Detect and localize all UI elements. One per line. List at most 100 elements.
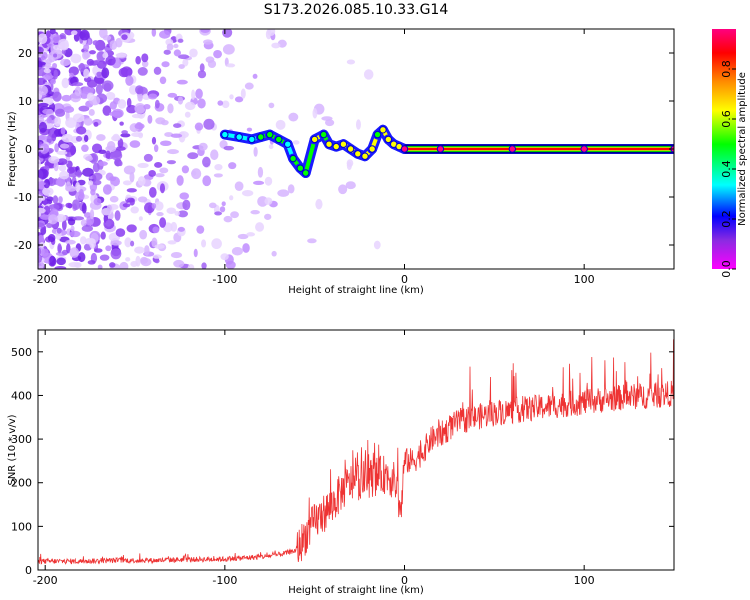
spectral-noise-point <box>77 252 86 263</box>
spectral-noise-point <box>81 203 87 214</box>
spectral-noise-point <box>45 58 53 64</box>
spectral-noise-point <box>72 82 84 87</box>
spectral-noise-point <box>121 130 128 135</box>
spectral-noise-point <box>68 261 80 268</box>
colorbar-ticks: 0.0 0.2 0.4 0.6 0.8 <box>720 60 736 278</box>
ridge-point <box>354 150 362 158</box>
spectral-noise-point <box>179 192 190 200</box>
ridge-point <box>332 142 340 151</box>
spectral-noise-point <box>89 50 96 55</box>
spectral-noise-point <box>167 92 178 98</box>
spectral-noise-point <box>58 38 69 50</box>
spectral-noise-point <box>69 230 81 238</box>
spectral-noise-point <box>47 234 56 243</box>
spectral-noise-point <box>143 103 151 110</box>
spectral-noise-point <box>72 216 85 221</box>
ridge-point <box>275 135 283 144</box>
spectral-noise-point <box>80 219 87 227</box>
spectral-noise-point <box>200 29 210 34</box>
spectral-noise-point <box>170 252 183 259</box>
spectral-noise-point <box>87 180 94 186</box>
spectral-noise-point <box>93 121 99 127</box>
spectral-noise-point <box>96 60 107 69</box>
spectral-noise-point <box>148 186 157 198</box>
spectral-noise-point <box>151 203 157 209</box>
spectral-noise-point <box>50 78 56 85</box>
spectral-noise-point <box>144 245 150 256</box>
spectral-noise-point <box>154 258 160 264</box>
spectral-noise-point <box>38 66 47 77</box>
spectral-noise-point <box>97 161 108 167</box>
spectral-noise-point <box>240 88 246 99</box>
spectral-noise-point <box>86 79 98 88</box>
spectral-noise-point <box>110 248 122 260</box>
spectral-noise-point <box>70 30 78 36</box>
ridge-point <box>384 135 393 144</box>
ridge-point <box>319 130 328 139</box>
spectral-noise-point <box>128 85 138 95</box>
spectral-noise-point <box>55 178 66 187</box>
spectral-noise-point <box>56 150 68 156</box>
ridge-point <box>266 130 274 139</box>
spectral-noise-point <box>177 210 189 218</box>
spectral-noise-point <box>223 215 233 223</box>
spectral-noise-point <box>312 108 318 119</box>
spectral-noise-point <box>122 203 131 208</box>
y-tick-label: 300 <box>11 433 32 446</box>
spectral-noise-point <box>82 51 89 60</box>
spectral-noise-point <box>56 257 66 266</box>
ridge-point <box>296 164 305 172</box>
spectral-noise-point <box>184 111 191 118</box>
spectral-noise-point <box>246 232 256 237</box>
spectral-noise-point <box>110 240 122 246</box>
colorbar-tick-label: 0.0 <box>720 260 733 278</box>
spectral-noise-point <box>41 248 49 257</box>
spectral-noise-point <box>131 132 143 138</box>
spectral-noise-point <box>38 168 49 179</box>
spectral-noise-point <box>74 86 82 97</box>
spectral-noise-point <box>267 29 276 36</box>
spectral-noise-point <box>325 119 335 127</box>
spectral-noise-point <box>106 204 112 212</box>
spectral-noise-point <box>194 122 204 131</box>
ridge-point <box>310 135 319 144</box>
spectral-noise-point <box>38 121 48 133</box>
spectral-noise-point <box>363 69 374 80</box>
spectral-noise-point <box>130 261 138 267</box>
spectral-noise-point <box>155 117 166 125</box>
spectral-noise-point <box>154 99 160 109</box>
spectral-noise-point <box>214 211 223 216</box>
spectral-noise-point <box>38 159 41 169</box>
spectral-noise-point <box>51 133 57 142</box>
spectral-noise-point <box>81 144 89 152</box>
spectral-noise-point <box>46 30 51 38</box>
spectral-noise-point <box>229 195 234 201</box>
spectral-noise-point <box>277 189 290 197</box>
ridge-point <box>301 169 310 177</box>
spectral-noise-point <box>86 219 93 226</box>
spectral-noise-point <box>198 142 208 151</box>
spectral-noise-point <box>109 262 116 268</box>
spectral-noise-point <box>222 44 235 55</box>
spectral-noise-point <box>65 185 77 192</box>
spectral-noise-point <box>126 224 137 233</box>
spectral-noise-point <box>126 68 133 76</box>
spectral-noise-point <box>177 54 190 60</box>
ridge-point <box>346 145 355 153</box>
spectral-noise-point <box>89 238 96 249</box>
spectral-noise-point <box>151 136 157 145</box>
spectral-noise-point <box>178 64 185 70</box>
y-tick-label: -20 <box>14 239 32 252</box>
y-tick-label: 400 <box>11 389 32 402</box>
spectral-noise-point <box>70 53 82 64</box>
spectral-noise-point <box>173 43 179 49</box>
spectral-noise-point <box>125 75 134 86</box>
spectral-noise-point <box>148 93 158 100</box>
spectral-noise-point <box>52 195 59 205</box>
spectral-noise-point <box>48 214 58 225</box>
spectral-noise-point <box>81 225 94 232</box>
spectral-noise-point <box>159 183 166 194</box>
spectral-noise-point <box>86 92 95 101</box>
spectral-noise-point <box>125 257 131 262</box>
spectral-noise-point <box>75 135 83 142</box>
